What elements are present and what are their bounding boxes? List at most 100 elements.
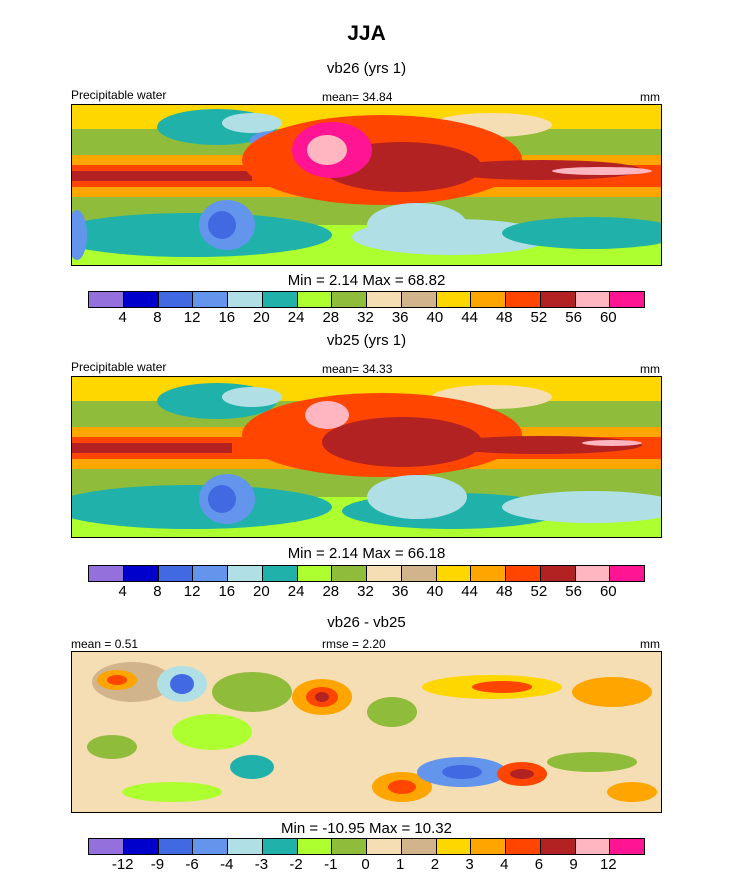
colorbar-1-swatch xyxy=(471,292,506,307)
colorbar-3-swatch xyxy=(297,839,333,854)
panel-3-rmse-label: rmse = 2.20 xyxy=(322,637,386,651)
colorbar-1-swatch xyxy=(367,292,402,307)
colorbar-3-tick-label: 4 xyxy=(500,856,509,873)
colorbar-1-labels: 4 8 12 16 20 24 28 32 36 40 44 48 52 56 … xyxy=(88,309,643,327)
colorbar-3-tick-label: -2 xyxy=(289,856,303,873)
colorbar-1-tick-label: 36 xyxy=(391,309,409,326)
colorbar-3-tick-label: 3 xyxy=(465,856,474,873)
colorbar-1-swatch xyxy=(506,292,541,307)
colorbar-1-swatch xyxy=(228,292,263,307)
colorbar-2-tick-label: 12 xyxy=(183,583,201,600)
colorbar-2-swatch xyxy=(262,566,298,581)
colorbar-2-tick-label: 48 xyxy=(495,583,513,600)
colorbar-3-swatch xyxy=(193,839,228,854)
colorbar-1-tick-label: 60 xyxy=(599,309,617,326)
colorbar-3-swatch xyxy=(471,839,506,854)
colorbar-3-swatch xyxy=(228,839,263,854)
panel-2-mean-label: mean= 34.33 xyxy=(322,362,393,376)
colorbar-1-swatch xyxy=(436,292,472,307)
colorbar-2-swatch xyxy=(89,566,124,581)
colorbar-3-labels: -12 -9 -6 -4 -3 -2 -1 0 1 2 3 4 6 9 12 xyxy=(88,856,643,874)
colorbar-2-tick-label: 16 xyxy=(218,583,236,600)
colorbar-3-swatch xyxy=(89,839,124,854)
colorbar-2-swatch xyxy=(506,566,541,581)
colorbar-1-tick-label: 24 xyxy=(287,309,305,326)
colorbar-1-tick-label: 4 xyxy=(118,309,127,326)
panel-1-units: mm xyxy=(640,90,660,104)
colorbar-3-swatch xyxy=(332,839,367,854)
panel-1-left-label: Precipitable water xyxy=(71,88,167,102)
colorbar-2-swatch xyxy=(436,566,472,581)
colorbar-3 xyxy=(88,838,645,855)
colorbar-2-tick-label: 36 xyxy=(391,583,409,600)
colorbar-3-tick-label: 2 xyxy=(430,856,440,873)
colorbar-3-tick-label: 9 xyxy=(569,856,578,873)
colorbar-3-tick-label: 12 xyxy=(599,856,617,873)
colorbar-3-tick-label: 0 xyxy=(361,856,370,873)
colorbar-1-tick-label: 8 xyxy=(153,309,162,326)
colorbar-1-tick-label: 40 xyxy=(426,309,444,326)
panel-3-subtitle: vb26 - vb25 xyxy=(327,614,406,631)
panel-1-subtitle: vb26 (yrs 1) xyxy=(326,60,407,77)
colorbar-3-tick-label: 6 xyxy=(534,856,544,873)
colorbar-3-swatch xyxy=(158,839,194,854)
colorbar-3-swatch xyxy=(123,839,159,854)
colorbar-3-swatch xyxy=(610,839,644,854)
colorbar-1-tick-label: 52 xyxy=(530,309,548,326)
panel-1-mean-label: mean= 34.84 xyxy=(322,90,393,104)
colorbar-2-tick-label: 40 xyxy=(426,583,444,600)
colorbar-1-tick-label: 12 xyxy=(183,309,201,326)
colorbar-1-tick-label: 32 xyxy=(357,309,374,326)
panel-2-units: mm xyxy=(640,362,660,376)
colorbar-1-swatch xyxy=(332,292,367,307)
colorbar-3-swatch xyxy=(575,839,611,854)
colorbar-1-swatch xyxy=(575,292,611,307)
colorbar-2-tick-label: 28 xyxy=(322,583,340,600)
colorbar-2-swatch xyxy=(332,566,367,581)
colorbar-2-tick-label: 4 xyxy=(118,583,127,600)
panel-2-left-label: Precipitable water xyxy=(71,360,167,374)
colorbar-3-swatch xyxy=(401,839,437,854)
panel-3-contour-field xyxy=(72,652,661,812)
colorbar-2-swatch xyxy=(575,566,611,581)
panel-1-map xyxy=(71,104,662,266)
colorbar-1-swatch xyxy=(540,292,576,307)
colorbar-2-tick-label: 60 xyxy=(599,583,617,600)
colorbar-2-swatch xyxy=(123,566,159,581)
colorbar-2-swatch xyxy=(471,566,506,581)
colorbar-3-tick-label: -9 xyxy=(150,856,165,873)
colorbar-3-swatch xyxy=(506,839,541,854)
colorbar-1-swatch xyxy=(89,292,124,307)
colorbar-2-swatch xyxy=(228,566,263,581)
colorbar-2-tick-label: 44 xyxy=(461,583,478,600)
colorbar-2-swatch xyxy=(193,566,228,581)
panel-3-map xyxy=(71,651,662,813)
colorbar-2-tick-label: 52 xyxy=(530,583,548,600)
colorbar-1-swatch xyxy=(401,292,437,307)
panel-1-contour-field xyxy=(72,105,661,265)
colorbar-3-tick-label: -3 xyxy=(254,856,269,873)
colorbar-1-swatch xyxy=(610,292,644,307)
colorbar-3-tick-label: 1 xyxy=(396,856,405,873)
panel-3-units: mm xyxy=(640,637,660,651)
colorbar-1-tick-label: 56 xyxy=(565,309,582,326)
panel-2-contour-field xyxy=(72,377,661,537)
colorbar-2-swatch xyxy=(297,566,333,581)
colorbar-1-swatch xyxy=(123,292,159,307)
colorbar-3-tick-label: -6 xyxy=(185,856,199,873)
colorbar-2-swatch xyxy=(540,566,576,581)
colorbar-3-tick-label: -1 xyxy=(324,856,338,873)
colorbar-2-tick-label: 8 xyxy=(153,583,162,600)
colorbar-1-tick-label: 28 xyxy=(322,309,340,326)
colorbar-2-swatch xyxy=(158,566,194,581)
colorbar-2-tick-label: 20 xyxy=(253,583,270,600)
panel-2-minmax: Min = 2.14 Max = 66.18 xyxy=(287,545,446,562)
colorbar-2 xyxy=(88,565,645,582)
colorbar-1-tick-label: 44 xyxy=(461,309,478,326)
colorbar-3-tick-label: -12 xyxy=(111,856,134,873)
figure-title: JJA xyxy=(347,22,386,45)
colorbar-3-swatch xyxy=(540,839,576,854)
panel-2-map xyxy=(71,376,662,538)
colorbar-1-tick-label: 48 xyxy=(495,309,513,326)
colorbar-3-swatch xyxy=(367,839,402,854)
